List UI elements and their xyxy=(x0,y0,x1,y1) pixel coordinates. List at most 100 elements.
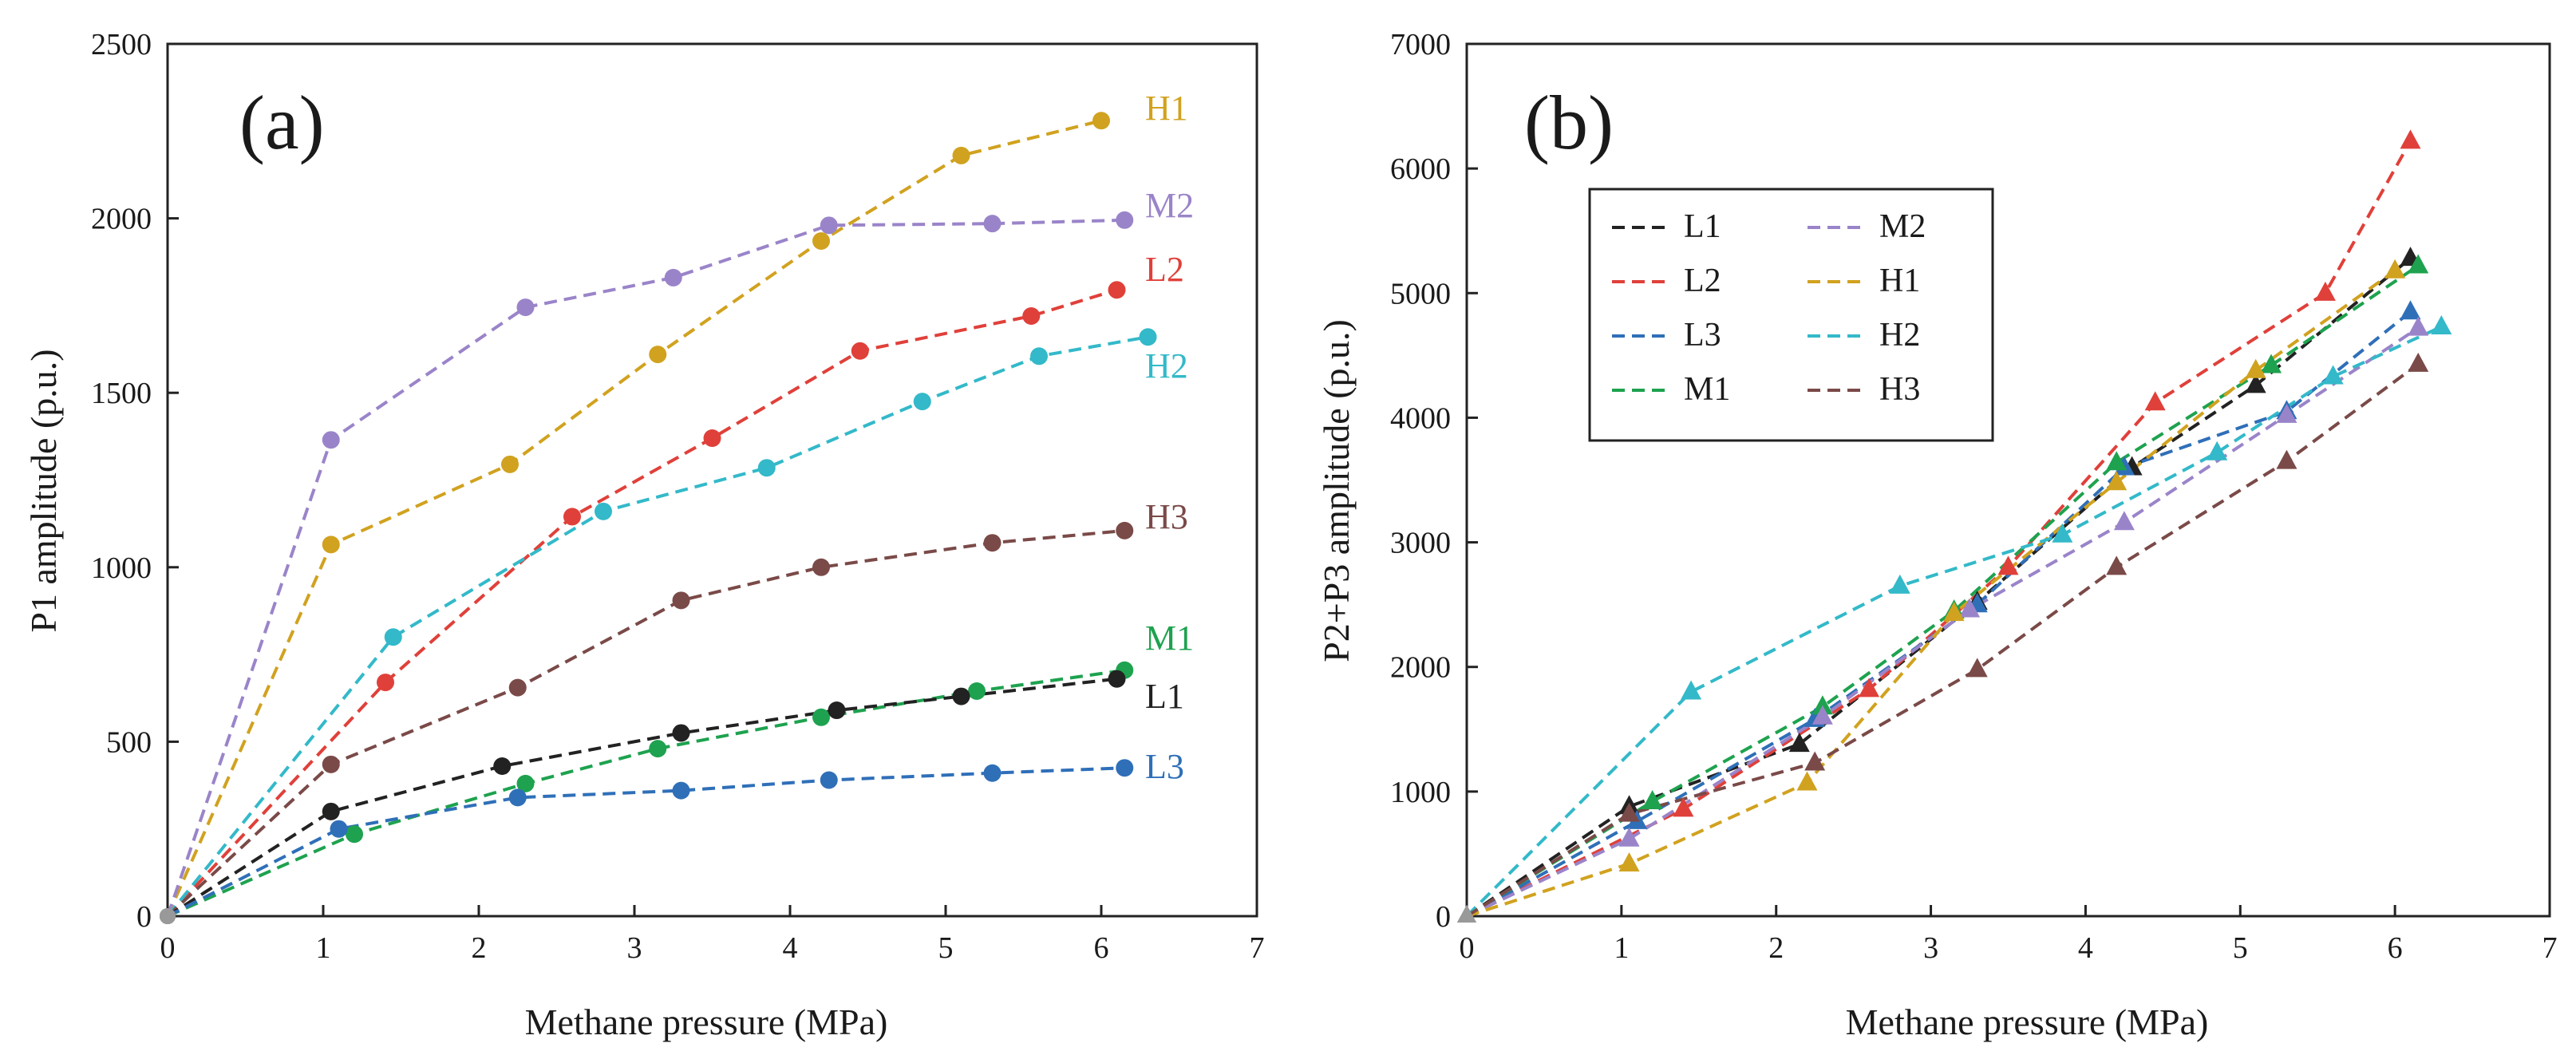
data-point-h1 xyxy=(1943,602,1965,622)
series-line-l3 xyxy=(167,766,1125,918)
data-point-h1 xyxy=(1092,112,1110,130)
data-point-h2 xyxy=(595,502,612,520)
series-line-h3 xyxy=(166,528,1125,918)
y-tick-label: 5000 xyxy=(1390,277,1451,310)
data-point-h2 xyxy=(2207,441,2228,460)
data-point-l2 xyxy=(1997,555,2019,575)
data-point-h1 xyxy=(952,146,970,164)
data-point-m2 xyxy=(2276,403,2297,423)
data-point-l3 xyxy=(672,781,690,800)
panel-b-legend: L1 L2 L3 M1 M2 H1 H2 H3 xyxy=(1588,188,1994,442)
panel-a-markers xyxy=(160,112,1157,924)
end-label-l2: L2 xyxy=(1145,250,1184,289)
y-tick-label: 3000 xyxy=(1390,527,1451,560)
panel-b-chart: (b) Methane pressure (MPa) P2+P3 amplitu… xyxy=(1316,28,2558,1042)
series-line-h3 xyxy=(1465,362,2420,918)
data-point-l1 xyxy=(1788,733,1810,753)
x-tick-label: 4 xyxy=(783,931,798,965)
x-tick-label: 0 xyxy=(1460,931,1475,965)
data-point-l3 xyxy=(508,788,527,807)
series-line-h2 xyxy=(166,335,1148,918)
legend-label-m2: M2 xyxy=(1879,208,1926,245)
x-tick-label: 1 xyxy=(316,931,331,965)
y-tick-label: 0 xyxy=(1436,900,1451,934)
data-point-l3 xyxy=(983,764,1002,782)
data-point-m2 xyxy=(2113,511,2135,531)
data-point-h2 xyxy=(1889,574,1910,594)
x-tick-label: 6 xyxy=(1094,931,1109,965)
panel-b-label: (b) xyxy=(1524,80,1614,165)
data-point-h2 xyxy=(1681,680,1702,700)
data-point-m2 xyxy=(1116,211,1134,229)
data-point-l2 xyxy=(1108,281,1126,299)
legend-label-h1: H1 xyxy=(1879,263,1920,299)
end-label-h2: H2 xyxy=(1145,346,1188,385)
y-tick-label: 0 xyxy=(136,900,152,934)
y-tick-label: 2000 xyxy=(91,203,152,236)
data-point-h3 xyxy=(2106,555,2128,575)
data-point-h3 xyxy=(812,558,830,576)
data-point-h1 xyxy=(649,346,667,364)
data-point-h1 xyxy=(1796,771,1818,791)
end-label-l3: L3 xyxy=(1145,747,1184,786)
panel-b-xlabel: Methane pressure (MPa) xyxy=(1846,1002,2209,1042)
data-point-h3 xyxy=(322,755,340,773)
panel-a-label: (a) xyxy=(239,80,325,165)
data-point-m2 xyxy=(983,215,1002,233)
data-point-l2 xyxy=(2144,391,2166,411)
data-point-m1 xyxy=(346,825,363,844)
plot-frame xyxy=(1465,42,2551,918)
data-point-l1 xyxy=(1108,670,1126,688)
data-point-h3 xyxy=(2408,352,2429,372)
data-point-m2 xyxy=(516,298,535,317)
data-point-h1 xyxy=(812,232,830,251)
data-point-h1 xyxy=(2384,259,2406,279)
y-tick-label: 6000 xyxy=(1390,152,1451,186)
data-point-h1 xyxy=(1618,852,1640,872)
x-tick-label: 1 xyxy=(1614,931,1629,965)
data-point-l1 xyxy=(952,687,970,705)
panel-b-ylabel: P2+P3 amplitude (p.u.) xyxy=(1316,319,1357,662)
data-point-l2 xyxy=(1673,797,1694,817)
data-point-m1 xyxy=(812,708,830,726)
data-point-l2 xyxy=(1859,678,1880,697)
data-point-l2 xyxy=(377,674,394,692)
legend-label-l3: L3 xyxy=(1684,317,1721,354)
x-tick-label: 5 xyxy=(938,931,954,965)
data-point-h3 xyxy=(983,534,1002,552)
data-point-l3 xyxy=(820,771,838,789)
data-point-l2 xyxy=(2400,129,2421,149)
data-point-m1 xyxy=(1811,695,1833,715)
data-point-h2 xyxy=(1030,347,1048,366)
data-point-l1 xyxy=(828,701,846,720)
x-tick-label: 7 xyxy=(1250,931,1265,965)
data-point-l3 xyxy=(1116,759,1134,777)
data-point-l1 xyxy=(493,757,512,776)
series-line-l1 xyxy=(166,677,1117,918)
data-point-m1 xyxy=(2261,354,2282,373)
data-point-h2 xyxy=(2322,365,2344,385)
x-tick-label: 7 xyxy=(2542,931,2558,965)
x-tick-label: 4 xyxy=(2078,931,2093,965)
data-point-l2 xyxy=(703,429,721,448)
panel-a-chart: (a) Methane pressure (MPa) P1 amplitude … xyxy=(23,28,1265,1042)
panel-a-axes: 0 1 2 3 4 5 6 7 0 500 1000 1500 2000 2500 xyxy=(91,28,1265,965)
origin-point xyxy=(1457,905,1476,923)
data-point-l1 xyxy=(672,724,690,742)
panel-b-axes: 0 1 2 3 4 5 6 7 0 1000 2000 3000 4000 5000 6000 7000 xyxy=(1390,28,2558,965)
x-tick-label: 2 xyxy=(1768,931,1784,965)
end-label-h1: H1 xyxy=(1145,89,1188,128)
data-point-m2 xyxy=(1811,705,1833,725)
legend-label-l1: L1 xyxy=(1684,208,1721,245)
x-tick-label: 2 xyxy=(472,931,487,965)
data-point-h1 xyxy=(322,535,340,554)
data-point-h3 xyxy=(1804,751,1826,771)
y-tick-label: 1000 xyxy=(1390,776,1451,809)
data-point-m2 xyxy=(1959,598,1981,618)
end-label-m2: M2 xyxy=(1145,186,1194,225)
y-tick-label: 1000 xyxy=(91,551,152,585)
y-tick-label: 4000 xyxy=(1390,401,1451,435)
data-point-h1 xyxy=(2245,358,2266,378)
data-point-l3 xyxy=(2400,300,2421,320)
